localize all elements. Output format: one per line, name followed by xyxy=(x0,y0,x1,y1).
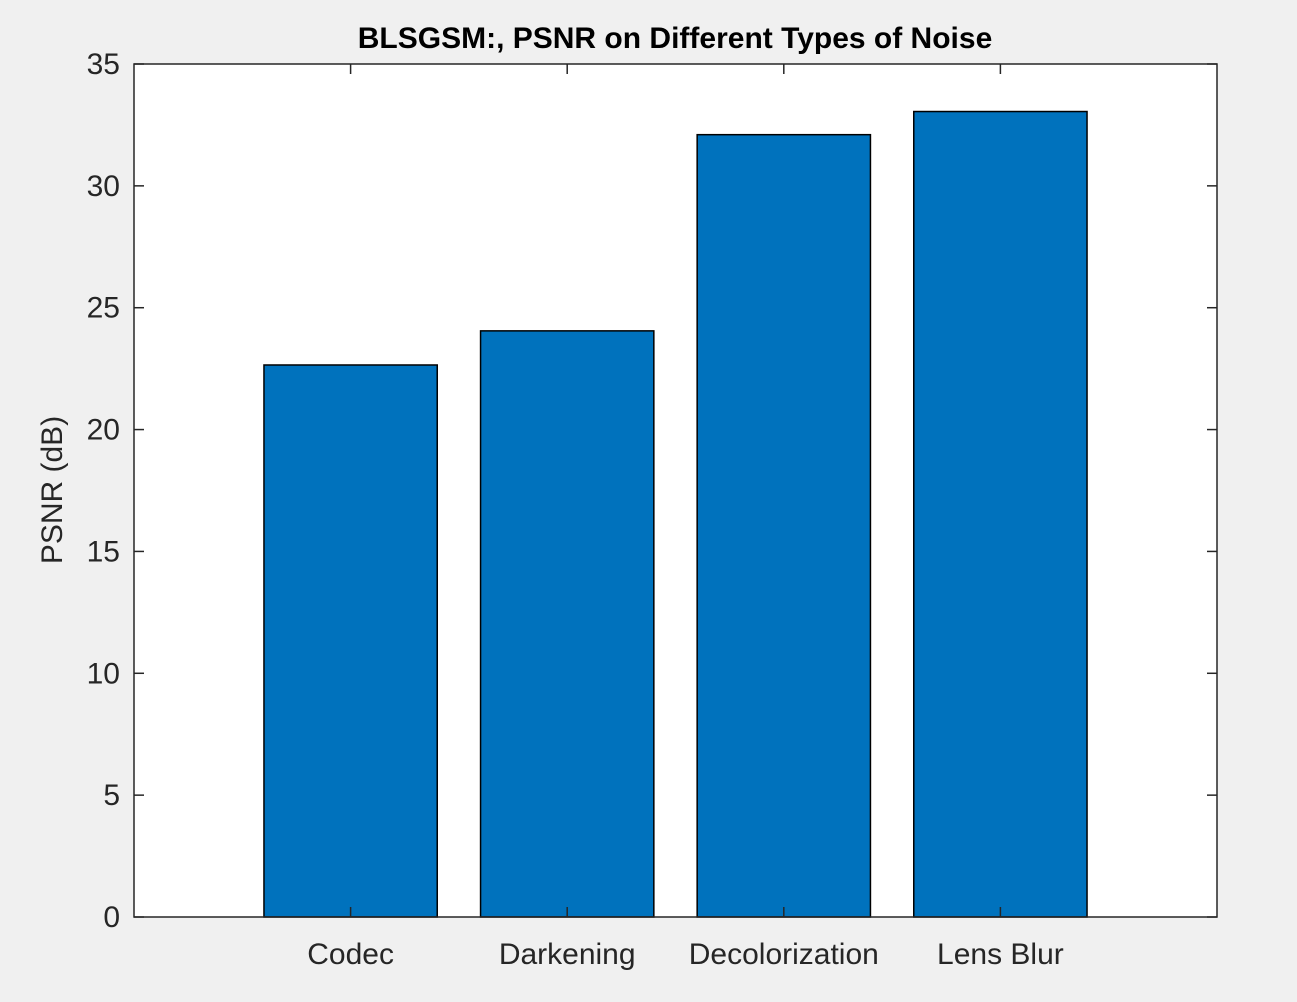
x-tick-label: Codec xyxy=(307,938,394,971)
y-tick-label: 15 xyxy=(87,535,120,568)
bar-decolorization xyxy=(696,133,872,918)
y-tick-label: 35 xyxy=(87,48,120,81)
y-axis-label: PSNR (dB) xyxy=(36,416,69,564)
y-tick-label: 30 xyxy=(87,170,120,203)
bars-layer xyxy=(263,110,1088,918)
x-tick-label: Lens Blur xyxy=(937,938,1064,971)
x-tick-label: Decolorization xyxy=(689,938,879,971)
ticks-layer: Codec Darkening Decolorization Lens Blur 0 5 1… xyxy=(87,48,1217,971)
y-tick-label: 0 xyxy=(103,901,120,934)
y-tick-label: 25 xyxy=(87,292,120,325)
y-tick-label: 5 xyxy=(103,779,120,812)
bar-codec xyxy=(263,364,438,918)
y-tick-label: 10 xyxy=(87,657,120,690)
y-tick-label: 20 xyxy=(87,414,120,447)
x-tick-label: Darkening xyxy=(499,938,636,971)
bar-darkening xyxy=(479,330,655,918)
bar-lens-blur xyxy=(913,110,1088,918)
axes-box xyxy=(133,63,1218,918)
chart-title: BLSGSM:, PSNR on Different Types of Nois… xyxy=(358,22,993,55)
